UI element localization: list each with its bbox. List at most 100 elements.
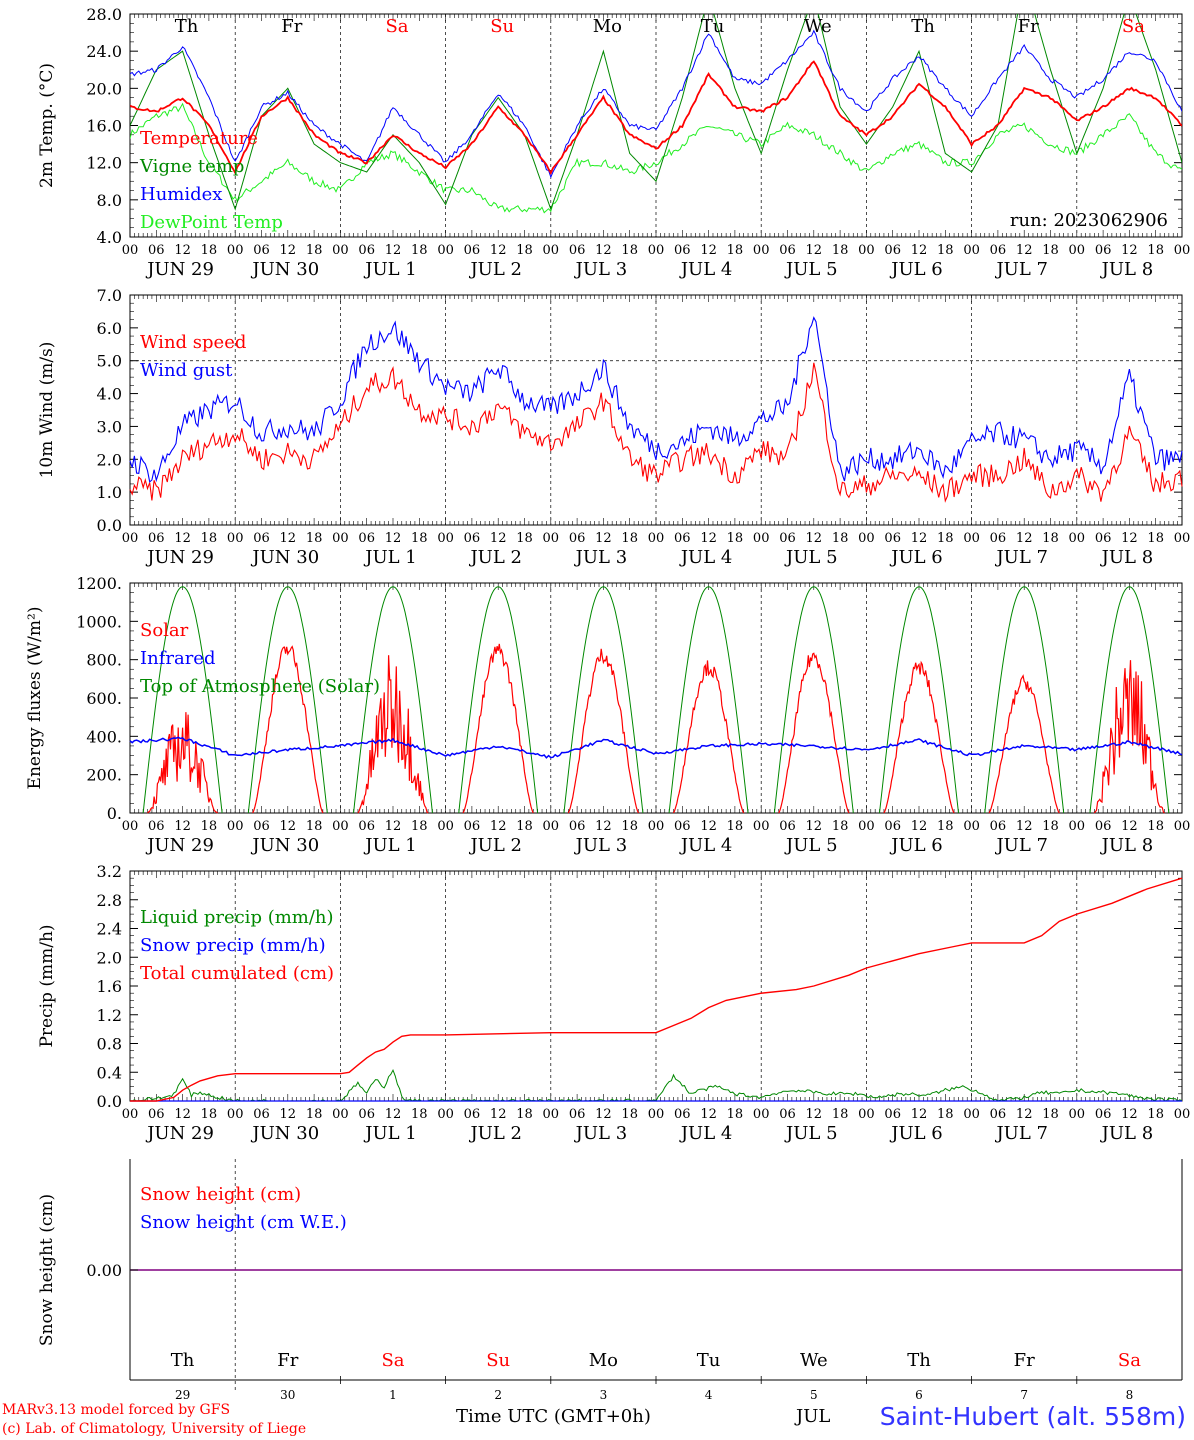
date-label: JUL 2 — [468, 547, 522, 568]
y-tick-label: 2.8 — [97, 891, 122, 910]
month-label: JUL — [796, 1406, 831, 1427]
hour-tick-label: 00 — [753, 243, 770, 258]
series-vigne-temp — [130, 14, 1182, 211]
hour-tick-label: 06 — [884, 243, 901, 258]
y-axis-label: Energy fluxes (W/m²) — [25, 607, 45, 790]
date-label: JUN 29 — [145, 259, 214, 280]
legend-entry: Snow precip (mm/h) — [140, 935, 326, 956]
y-tick-label: 1000. — [76, 612, 122, 631]
hour-tick-label: 06 — [990, 1107, 1007, 1122]
date-label: JUL 4 — [679, 259, 733, 280]
hour-tick-label: 00 — [1069, 1107, 1086, 1122]
weekday-label: Th — [175, 16, 199, 37]
hour-tick-label: 18 — [937, 243, 954, 258]
date-label: JUN 29 — [145, 1123, 214, 1144]
hour-tick-label: 18 — [201, 243, 218, 258]
date-label: JUL 1 — [363, 835, 417, 856]
date-label: JUL 8 — [1100, 547, 1154, 568]
series-dewpoint-temp — [130, 102, 1182, 214]
hour-tick-label: 12 — [806, 531, 823, 546]
hour-tick-label: 06 — [464, 819, 481, 834]
legend-entry: Top of Atmosphere (Solar) — [140, 676, 380, 697]
hour-tick-label: 12 — [490, 243, 507, 258]
hour-tick-label: 18 — [516, 1107, 533, 1122]
day-number-label: 8 — [1126, 1388, 1134, 1402]
hour-tick-label: 00 — [543, 819, 560, 834]
hour-tick-label: 18 — [1042, 819, 1059, 834]
hour-tick-label: 00 — [122, 243, 139, 258]
hour-tick-label: 18 — [516, 243, 533, 258]
hour-tick-label: 18 — [727, 1107, 744, 1122]
hour-tick-label: 06 — [569, 531, 586, 546]
series-top-of-atmosphere-solar — [142, 586, 1170, 814]
legend-entry: Liquid precip (mm/h) — [140, 907, 334, 928]
hour-tick-label: 18 — [727, 819, 744, 834]
weekday-label: Sa — [385, 16, 408, 37]
hour-tick-label: 06 — [358, 531, 375, 546]
hour-tick-label: 12 — [1016, 1107, 1033, 1122]
hour-tick-label: 06 — [674, 243, 691, 258]
hour-tick-label: 00 — [227, 531, 244, 546]
hour-tick-label: 12 — [1016, 819, 1033, 834]
legend-entry: Infrared — [140, 648, 215, 669]
date-label: JUL 3 — [574, 1123, 628, 1144]
y-tick-label: 0.8 — [97, 1035, 122, 1054]
hour-tick-label: 18 — [411, 1107, 428, 1122]
hour-tick-label: 18 — [832, 1107, 849, 1122]
hour-tick-label: 00 — [963, 243, 980, 258]
hour-tick-label: 00 — [858, 243, 875, 258]
y-tick-label: 0. — [107, 804, 122, 823]
hour-tick-label: 06 — [148, 819, 165, 834]
date-label: JUL 2 — [468, 1123, 522, 1144]
hour-tick-label: 12 — [700, 1107, 717, 1122]
hour-tick-label: 06 — [674, 531, 691, 546]
date-label: JUL 4 — [679, 547, 733, 568]
date-label: JUN 30 — [250, 835, 319, 856]
hour-tick-label: 06 — [569, 1107, 586, 1122]
hour-tick-label: 12 — [280, 531, 297, 546]
weekday-label: Th — [907, 1350, 931, 1371]
hour-tick-label: 00 — [543, 531, 560, 546]
date-label: JUL 3 — [574, 547, 628, 568]
hour-tick-label: 18 — [937, 819, 954, 834]
weekday-label: Tu — [701, 16, 725, 37]
y-tick-label: 6.0 — [97, 319, 122, 338]
hour-tick-label: 18 — [201, 819, 218, 834]
hour-tick-label: 06 — [148, 531, 165, 546]
y-tick-label: 28.0 — [86, 5, 122, 24]
date-label: JUL 7 — [994, 835, 1048, 856]
hour-tick-label: 06 — [569, 243, 586, 258]
hour-tick-label: 00 — [963, 531, 980, 546]
series-humidex — [130, 29, 1182, 179]
date-label: JUL 6 — [889, 547, 943, 568]
date-label: JUL 1 — [363, 547, 417, 568]
hour-tick-label: 12 — [490, 1107, 507, 1122]
hour-tick-label: 06 — [358, 819, 375, 834]
hour-tick-label: 06 — [569, 819, 586, 834]
hour-tick-label: 06 — [674, 819, 691, 834]
hour-tick-label: 00 — [1174, 531, 1191, 546]
y-axis-label: 2m Temp. (°C) — [37, 63, 57, 188]
hour-tick-label: 06 — [990, 819, 1007, 834]
hour-tick-label: 06 — [464, 531, 481, 546]
hour-tick-label: 12 — [385, 531, 402, 546]
legend-entry: Snow height (cm) — [140, 1184, 301, 1205]
hour-tick-label: 06 — [253, 1107, 270, 1122]
hour-tick-label: 18 — [832, 531, 849, 546]
series-infrared — [129, 736, 1183, 759]
hour-tick-label: 00 — [1069, 819, 1086, 834]
hour-tick-label: 00 — [437, 1107, 454, 1122]
date-label: JUL 5 — [784, 259, 838, 280]
hour-tick-label: 18 — [516, 819, 533, 834]
hour-tick-label: 00 — [227, 1107, 244, 1122]
hour-tick-label: 18 — [201, 531, 218, 546]
hour-tick-label: 00 — [963, 1107, 980, 1122]
hour-tick-label: 12 — [385, 819, 402, 834]
hour-tick-label: 12 — [1121, 819, 1138, 834]
hour-tick-label: 06 — [779, 243, 796, 258]
hour-tick-label: 12 — [1121, 531, 1138, 546]
day-number-label: 3 — [600, 1388, 608, 1402]
series-solar — [147, 643, 1165, 814]
hour-tick-label: 12 — [385, 243, 402, 258]
